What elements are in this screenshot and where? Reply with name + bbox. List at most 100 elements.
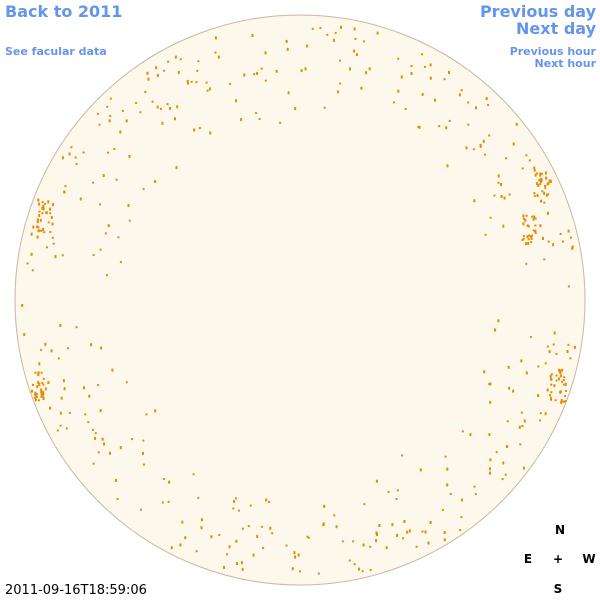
facula bbox=[421, 53, 424, 56]
facula bbox=[521, 425, 524, 427]
facula bbox=[42, 377, 45, 380]
facula bbox=[363, 503, 366, 506]
facula bbox=[90, 343, 93, 347]
facula bbox=[493, 194, 496, 197]
facula bbox=[51, 222, 54, 226]
facula bbox=[550, 391, 553, 394]
facula bbox=[323, 106, 326, 109]
facula bbox=[353, 27, 356, 31]
facula bbox=[241, 527, 244, 530]
facula bbox=[41, 201, 44, 204]
facula bbox=[520, 411, 523, 414]
facula bbox=[174, 117, 176, 121]
facula bbox=[30, 252, 33, 256]
previous-hour-link[interactable]: Previous hour bbox=[509, 45, 596, 58]
facula bbox=[42, 397, 45, 401]
facula bbox=[300, 69, 303, 73]
facula bbox=[205, 81, 208, 84]
facula bbox=[243, 73, 246, 77]
facula bbox=[155, 66, 158, 70]
facula bbox=[38, 202, 41, 206]
facula bbox=[484, 233, 487, 236]
facula bbox=[557, 377, 560, 381]
facula bbox=[34, 398, 37, 402]
previous-day-link[interactable]: Previous day bbox=[479, 2, 596, 21]
facula bbox=[294, 107, 297, 111]
facula bbox=[100, 346, 103, 350]
facula bbox=[54, 255, 57, 259]
next-day-link[interactable]: Next day bbox=[516, 19, 596, 38]
facula bbox=[547, 240, 550, 243]
facula bbox=[42, 204, 45, 208]
facular-link[interactable]: See facular data bbox=[5, 45, 107, 58]
compass-east: E bbox=[523, 552, 533, 566]
facula bbox=[570, 236, 572, 239]
facula bbox=[264, 79, 267, 82]
facula bbox=[108, 119, 111, 123]
facula bbox=[519, 443, 522, 446]
facula bbox=[336, 90, 339, 94]
facula bbox=[113, 148, 116, 150]
facula bbox=[179, 543, 182, 547]
facula bbox=[573, 345, 576, 349]
facula bbox=[297, 553, 300, 557]
facula bbox=[38, 382, 41, 386]
next-hour-link[interactable]: Next hour bbox=[534, 57, 597, 70]
facula bbox=[258, 118, 261, 120]
facula bbox=[23, 333, 26, 337]
facula bbox=[125, 381, 128, 384]
facula bbox=[147, 77, 150, 81]
facula bbox=[40, 371, 43, 374]
facula bbox=[553, 384, 556, 388]
facula bbox=[38, 229, 41, 232]
facula bbox=[251, 34, 254, 37]
facula bbox=[65, 427, 68, 430]
facula bbox=[546, 388, 549, 392]
facula bbox=[410, 65, 413, 68]
facula bbox=[504, 473, 507, 476]
facula bbox=[355, 53, 358, 57]
facula bbox=[483, 370, 486, 374]
facula bbox=[135, 101, 138, 104]
facula bbox=[410, 72, 413, 75]
facula bbox=[533, 166, 536, 170]
facula bbox=[209, 131, 212, 135]
facula bbox=[42, 227, 44, 231]
facula bbox=[271, 532, 274, 535]
facula bbox=[42, 207, 45, 211]
facula bbox=[559, 390, 562, 394]
facula bbox=[555, 379, 558, 382]
facula bbox=[88, 394, 91, 398]
facula bbox=[537, 184, 540, 188]
facula bbox=[83, 386, 85, 390]
facula bbox=[128, 154, 131, 158]
facula bbox=[449, 493, 452, 495]
facula bbox=[522, 466, 525, 470]
facula bbox=[40, 390, 43, 394]
facula bbox=[59, 424, 62, 427]
facula bbox=[235, 497, 238, 500]
facula bbox=[569, 357, 572, 360]
facula bbox=[200, 518, 203, 522]
facula bbox=[419, 468, 422, 472]
facula bbox=[461, 498, 464, 502]
facula bbox=[161, 121, 164, 125]
facula bbox=[192, 473, 195, 476]
facula bbox=[21, 304, 24, 307]
facula bbox=[47, 200, 50, 204]
facula bbox=[458, 93, 461, 97]
facula bbox=[38, 214, 41, 217]
facula bbox=[45, 211, 48, 215]
facula bbox=[47, 221, 50, 224]
facula bbox=[448, 70, 450, 74]
facula bbox=[362, 543, 365, 547]
facula bbox=[285, 39, 288, 43]
facula bbox=[525, 214, 528, 217]
facula bbox=[87, 421, 90, 424]
back-link[interactable]: Back to 2011 bbox=[5, 2, 123, 21]
facula bbox=[548, 179, 551, 183]
facula bbox=[306, 44, 309, 48]
facula bbox=[41, 381, 44, 384]
facula bbox=[546, 183, 549, 186]
